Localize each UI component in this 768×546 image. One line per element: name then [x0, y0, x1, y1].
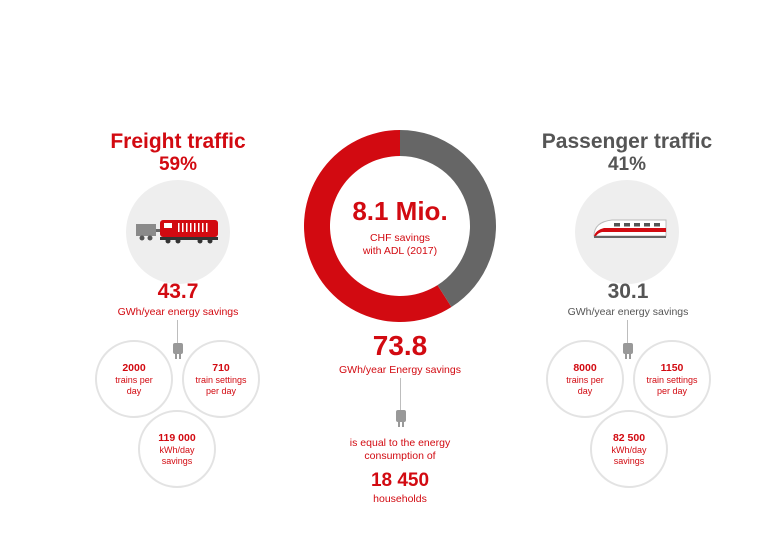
donut-center-text: 8.1 Mio. CHF savings with ADL (2017) — [330, 196, 470, 258]
donut-chart — [304, 130, 496, 322]
passenger-energy: 30.1 GWh/year energy savings — [548, 280, 708, 319]
slice-freight-traffic — [304, 130, 452, 322]
freight-trains-circle: 2000 trains per day — [95, 340, 173, 418]
center-connector-line — [400, 378, 401, 410]
passenger-train-icon — [593, 219, 667, 238]
freight-energy: 43.7 GWh/year energy savings — [98, 280, 258, 319]
freight-train-icon — [136, 220, 218, 244]
slice-passenger-traffic — [400, 130, 496, 308]
total-value: 73.8 — [372, 330, 428, 361]
freight-header: Freight traffic 59% — [98, 130, 258, 176]
passenger-percent: 41% — [607, 154, 647, 175]
passenger-kwh-circle: 82 500 kWh/day savings — [590, 410, 668, 488]
passenger-settings-num: 1150 — [660, 361, 684, 374]
passenger-title: Passenger traffic — [541, 130, 713, 153]
passenger-trains-circle: 8000 trains per day — [546, 340, 624, 418]
total-label: GWh/year Energy savings — [339, 364, 461, 376]
passenger-header: Passenger traffic 41% — [532, 130, 722, 176]
freight-energy-value: 43.7 — [157, 280, 199, 303]
freight-title: Freight traffic — [110, 130, 246, 153]
equal-line1: is equal to the energy — [349, 437, 451, 449]
total-energy: 73.8 GWh/year Energy savings — [318, 330, 482, 377]
plug-icon — [396, 410, 406, 427]
passenger-settings-label: train settings per day — [646, 374, 698, 396]
passenger-connector-line — [627, 320, 628, 344]
freight-energy-label: GWh/year energy savings — [117, 306, 239, 318]
freight-settings-circle: 710 train settings per day — [182, 340, 260, 418]
passenger-trains-label: trains per day — [566, 374, 604, 396]
equal-line2: consumption of — [364, 450, 436, 462]
households-label: households — [373, 493, 427, 505]
plug-icon — [623, 343, 633, 359]
passenger-kwh-label: kWh/day savings — [611, 444, 647, 466]
households-value: 18 450 — [370, 470, 430, 491]
freight-settings-label: train settings per day — [195, 374, 247, 396]
freight-trains-label: trains per day — [115, 374, 153, 396]
main-line2: with ADL (2017) — [362, 245, 438, 257]
passenger-settings-circle: 1150 train settings per day — [633, 340, 711, 418]
main-line1: CHF savings — [369, 232, 431, 244]
passenger-kwh-num: 82 500 — [612, 431, 646, 444]
freight-connector-line — [177, 320, 178, 344]
main-value: 8.1 Mio. — [352, 196, 448, 226]
passenger-energy-value: 30.1 — [607, 280, 649, 303]
freight-trains-num: 2000 — [122, 361, 146, 374]
equivalence-text: is equal to the energy consumption of 18… — [310, 437, 490, 506]
passenger-energy-label: GWh/year energy savings — [567, 306, 689, 318]
freight-kwh-num: 119 000 — [158, 431, 196, 444]
freight-kwh-circle: 119 000 kWh/day savings — [138, 410, 216, 488]
freight-kwh-label: kWh/day savings — [159, 444, 195, 466]
freight-percent: 59% — [158, 154, 198, 175]
freight-settings-num: 710 — [212, 361, 230, 374]
passenger-trains-num: 8000 — [573, 361, 597, 374]
plug-icon — [173, 343, 183, 359]
